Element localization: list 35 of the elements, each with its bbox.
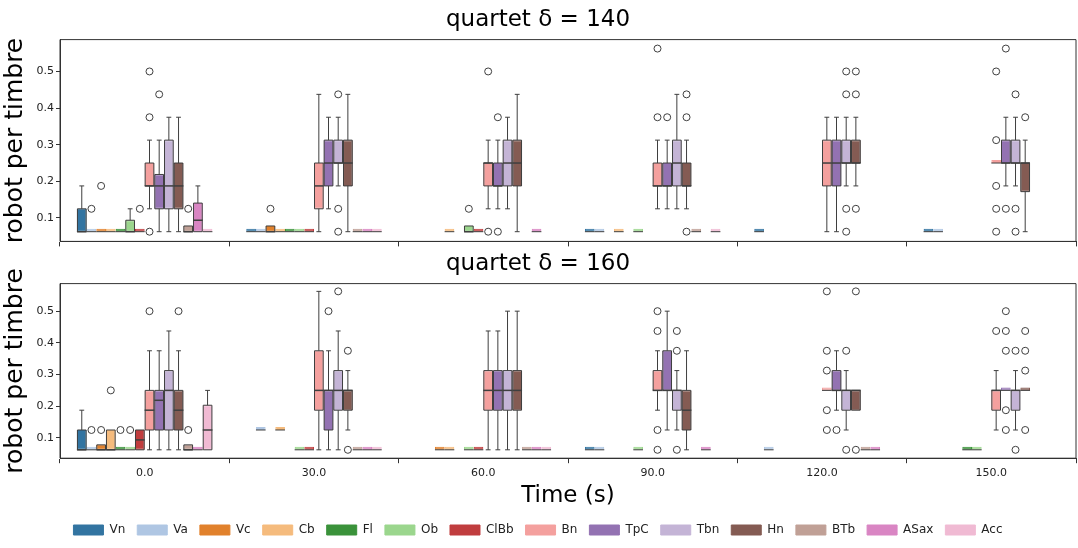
y-tick-label: 0.3 [36,137,54,151]
chart-title: quartet δ = 160 [445,248,631,275]
y-tick-label: 0.2 [36,399,54,413]
legend-label: Vc [235,522,251,537]
legend-label: Hn [767,522,784,537]
legend-label: Bn [561,522,578,537]
x-tick-label: 30.0 [301,465,327,479]
y-tick-label: 0.3 [36,367,54,381]
legend-label: Tbn [695,522,720,537]
legend-label: Vn [109,522,126,537]
y-tick-label: 0.4 [36,100,54,114]
x-axis-title: Time (s) [520,481,615,508]
y-tick-label: 0.5 [36,64,54,78]
y-tick-label: 0.2 [36,174,54,188]
legend-label: TpC [624,522,649,537]
y-tick-label: 0.4 [36,335,54,349]
legend-label: Fl [362,522,373,537]
x-tick-label: 90.0 [640,465,665,479]
legend-label: ClBb [485,522,514,537]
y-tick-label: 0.1 [36,430,54,444]
x-tick-label: 150.0 [975,465,1008,479]
x-tick-label: 60.0 [471,465,496,479]
chart-title: quartet δ = 140 [445,4,631,31]
y-tick-label: 0.5 [36,304,54,318]
y-axis-title: robot per timbre [0,37,28,244]
legend-label: Va [173,522,188,537]
y-axis-title: robot per timbre [0,268,28,474]
legend-label: Cb [298,522,315,537]
y-tick-label: 0.1 [36,210,54,224]
legend-label: Acc [981,522,1003,537]
legend-label: Ob [420,522,438,537]
x-tick-label: 120.0 [806,465,838,479]
legend-label: BTb [831,522,856,537]
x-tick-label: 0.0 [135,465,154,479]
legend-label: ASax [903,522,934,537]
